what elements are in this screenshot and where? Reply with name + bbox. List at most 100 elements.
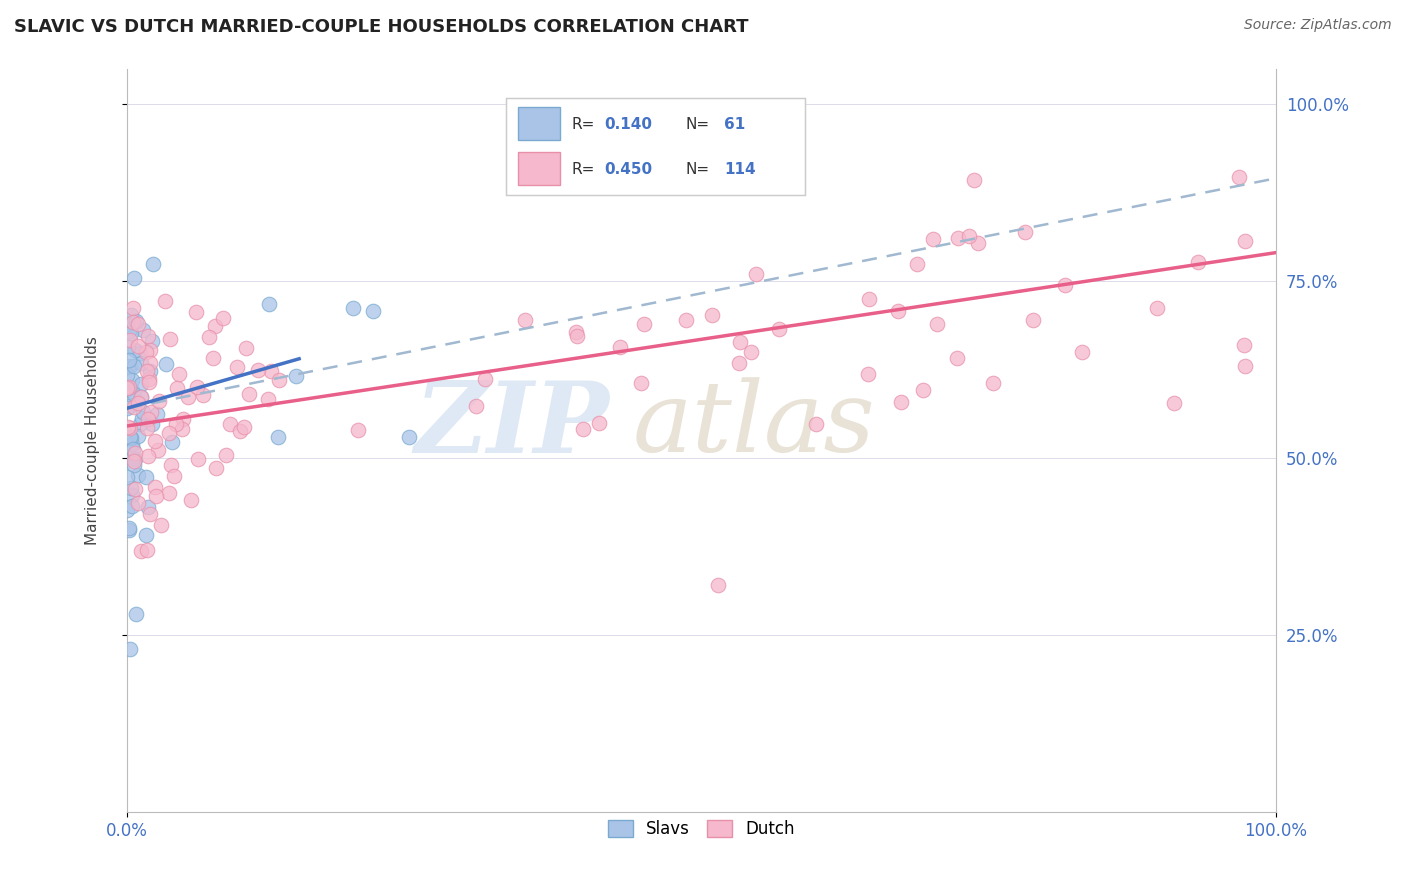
Point	[588, 416, 610, 430]
Point	[129, 390, 152, 404]
Point	[115, 503, 138, 517]
Point	[118, 379, 141, 393]
Point	[115, 380, 138, 394]
Point	[856, 367, 879, 381]
Point	[177, 390, 200, 404]
Point	[127, 317, 149, 331]
Point	[945, 351, 967, 366]
Point	[146, 442, 169, 457]
Point	[1163, 396, 1185, 410]
Text: ZIP: ZIP	[415, 377, 609, 474]
Point	[136, 421, 159, 435]
Point	[728, 335, 751, 350]
Point	[139, 343, 162, 358]
Point	[131, 411, 153, 425]
Point	[120, 326, 142, 340]
Point	[121, 384, 143, 398]
Point	[1021, 312, 1043, 326]
Point	[247, 362, 270, 376]
Point	[361, 304, 384, 318]
Point	[232, 420, 254, 434]
Text: atlas: atlas	[633, 377, 875, 473]
Point	[132, 404, 155, 418]
Point	[129, 544, 152, 558]
Point	[157, 426, 180, 441]
Point	[186, 380, 208, 394]
Point	[238, 387, 260, 401]
Point	[564, 326, 586, 340]
Point	[215, 448, 238, 462]
Point	[630, 376, 652, 391]
Point	[1070, 344, 1092, 359]
Point	[139, 364, 162, 378]
Point	[122, 271, 145, 285]
Point	[117, 340, 139, 354]
Point	[191, 388, 214, 402]
Point	[120, 481, 142, 495]
Point	[129, 390, 152, 404]
Point	[127, 468, 149, 483]
Point	[145, 490, 167, 504]
Point	[135, 469, 157, 483]
Point	[474, 372, 496, 386]
Point	[1234, 235, 1257, 249]
Point	[135, 528, 157, 542]
Point	[347, 423, 370, 437]
Point	[740, 344, 762, 359]
Point	[122, 301, 145, 315]
Point	[128, 417, 150, 432]
Point	[465, 400, 488, 414]
Point	[115, 401, 138, 415]
Point	[125, 607, 148, 621]
Point	[118, 399, 141, 413]
Point	[707, 578, 730, 592]
Point	[121, 499, 143, 513]
Point	[165, 417, 187, 431]
Point	[159, 332, 181, 346]
Point	[163, 468, 186, 483]
Point	[115, 368, 138, 382]
Text: Source: ZipAtlas.com: Source: ZipAtlas.com	[1244, 18, 1392, 32]
Point	[117, 325, 139, 339]
Point	[957, 229, 980, 244]
Point	[157, 486, 180, 500]
Point	[905, 257, 928, 271]
Point	[886, 304, 908, 318]
Point	[911, 383, 934, 397]
Point	[257, 392, 280, 406]
Point	[121, 373, 143, 387]
Point	[141, 334, 163, 348]
Point	[675, 313, 697, 327]
Point	[768, 322, 790, 336]
Point	[342, 301, 364, 315]
Point	[202, 351, 225, 365]
Point	[259, 297, 281, 311]
Point	[218, 417, 240, 431]
Point	[136, 329, 159, 343]
Point	[267, 373, 290, 387]
Point	[1233, 337, 1256, 351]
Point	[180, 493, 202, 508]
Point	[1233, 359, 1256, 373]
Point	[138, 375, 160, 389]
Point	[139, 507, 162, 521]
Point	[728, 356, 751, 370]
Point	[124, 446, 146, 460]
Point	[139, 356, 162, 370]
Point	[172, 412, 194, 426]
Point	[806, 417, 828, 432]
Point	[700, 308, 723, 322]
Point	[166, 382, 188, 396]
Y-axis label: Married-couple Households: Married-couple Households	[86, 335, 100, 545]
Point	[132, 323, 155, 337]
Point	[138, 372, 160, 386]
Point	[121, 437, 143, 451]
Point	[572, 422, 595, 436]
Point	[205, 461, 228, 475]
Point	[925, 317, 948, 331]
Point	[122, 442, 145, 457]
Point	[609, 341, 631, 355]
Point	[121, 488, 143, 502]
Point	[118, 524, 141, 538]
Point	[170, 422, 193, 436]
